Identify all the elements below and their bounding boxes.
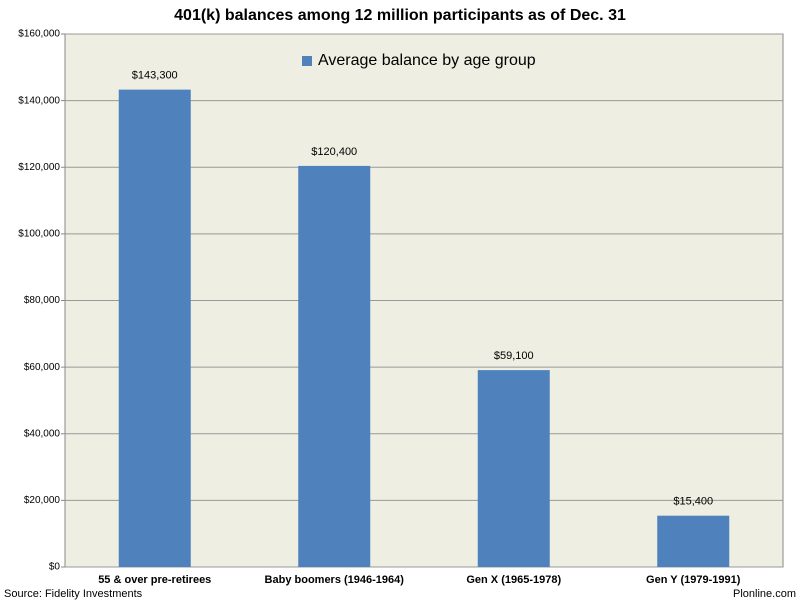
legend-label: Average balance by age group xyxy=(318,52,536,69)
y-tick-label: $0 xyxy=(49,562,61,573)
y-tick-label: $80,000 xyxy=(24,295,61,306)
value-label: $143,300 xyxy=(132,70,178,82)
y-tick-label: $140,000 xyxy=(18,95,60,106)
source-note: Source: Fidelity Investments xyxy=(4,588,143,600)
bar xyxy=(657,515,730,567)
y-tick-label: $120,000 xyxy=(18,162,60,173)
value-label: $15,400 xyxy=(673,496,713,508)
x-tick-label: Baby boomers (1946-1964) xyxy=(265,574,405,586)
x-tick-label: 55 & over pre-retirees xyxy=(98,574,211,586)
x-tick-label: Gen Y (1979-1991) xyxy=(646,574,741,586)
y-tick-label: $40,000 xyxy=(24,428,61,439)
bar xyxy=(118,89,191,568)
bar xyxy=(298,165,371,568)
y-tick-label: $160,000 xyxy=(18,29,60,40)
bar xyxy=(477,370,550,567)
credit-note: Plonline.com xyxy=(733,588,796,600)
y-tick-label: $100,000 xyxy=(18,229,60,240)
legend-swatch xyxy=(302,56,312,66)
chart-title: 401(k) balances among 12 million partici… xyxy=(174,7,626,24)
value-label: $59,100 xyxy=(494,350,534,362)
y-tick-label: $60,000 xyxy=(24,362,61,373)
x-tick-label: Gen X (1965-1978) xyxy=(466,574,561,586)
value-label: $120,400 xyxy=(311,146,357,158)
y-tick-label: $20,000 xyxy=(24,495,61,506)
